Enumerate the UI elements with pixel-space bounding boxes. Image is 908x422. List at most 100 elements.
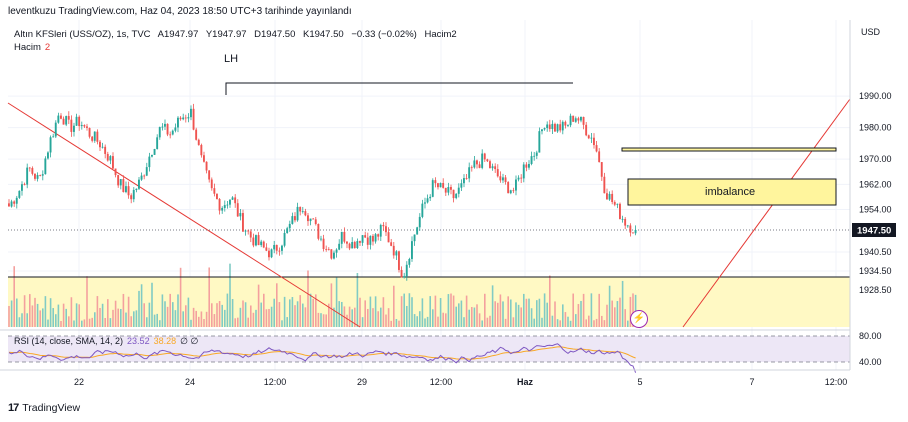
volume-value: 2: [44, 42, 51, 53]
volume-bar: [421, 298, 424, 327]
candle-body: [21, 184, 23, 191]
rsi-label: RSI (14, close, SMA, 14, 2): [14, 336, 124, 346]
candle-body: [340, 231, 343, 244]
time-tick-label: 24: [185, 377, 195, 387]
volume-bar: [218, 301, 221, 327]
tradingview-logo[interactable]: 17 TradingView: [8, 402, 80, 414]
volume-bar: [268, 308, 270, 327]
candle-body: [489, 161, 491, 169]
candle-body: [169, 134, 172, 136]
candle-body: [112, 156, 114, 169]
volume-bar: [356, 272, 359, 327]
time-axis[interactable]: 22 24 12:00 29 12:00 Haz 5 7 12:00: [74, 377, 847, 387]
volume-bar: [564, 312, 567, 327]
candle-body: [283, 232, 286, 246]
volume-bar: [244, 302, 247, 327]
volume-bar: [117, 308, 119, 327]
volume-bar: [346, 314, 348, 327]
candle-body: [554, 123, 556, 132]
candle-body: [353, 242, 356, 248]
candle-body: [203, 155, 205, 162]
volume-bar: [91, 317, 93, 327]
volume-bar: [512, 317, 515, 327]
candle-body: [530, 156, 533, 164]
volume-legend[interactable]: Hacim 2: [14, 42, 50, 53]
time-tick-label: 7: [749, 377, 754, 387]
volume-bar: [377, 311, 379, 327]
volume-bar: [595, 318, 598, 327]
candle-body: [252, 237, 255, 246]
symbol-name[interactable]: Altın KFSleri (USS/OZ), 1s, TVC: [14, 29, 151, 40]
volume-bar: [83, 319, 86, 327]
volume-bar: [31, 305, 34, 327]
candle-body: [187, 117, 190, 119]
candle-body: [629, 225, 632, 233]
volume-bar: [216, 303, 218, 327]
volume-bar: [127, 296, 130, 327]
volume-bar: [57, 304, 60, 327]
ohlc-open: A1947.97: [157, 29, 199, 40]
candle-body: [148, 156, 151, 168]
volume-bar: [75, 303, 78, 327]
volume-bar: [611, 300, 613, 327]
candle-body: [75, 116, 78, 126]
volume-bar: [255, 309, 257, 327]
volume-bar: [70, 297, 73, 327]
volume-bar: [198, 316, 200, 327]
lightning-icon[interactable]: ⚡: [630, 310, 648, 328]
volume-bar: [546, 302, 548, 327]
volume-bar: [458, 303, 460, 327]
candle-body: [330, 249, 333, 259]
candle-body: [392, 245, 395, 256]
volume-bar: [234, 318, 236, 327]
volume-bar: [81, 320, 83, 327]
candle-body: [236, 203, 239, 217]
price-tick-label: 1980.00: [859, 123, 892, 133]
candle-body: [439, 183, 442, 188]
volume-bar: [538, 298, 541, 327]
candle-body: [301, 211, 304, 212]
candle-body: [616, 203, 619, 205]
candle-body: [281, 245, 283, 251]
candle-body: [34, 173, 36, 179]
candle-body: [67, 116, 70, 120]
volume-bar: [190, 319, 192, 327]
volume-bar: [270, 306, 273, 327]
candle-body: [390, 242, 393, 246]
published-header: leventkuzu TradingView.com, Haz 04, 2023…: [8, 6, 352, 17]
rsi-legend[interactable]: RSI (14, close, SMA, 14, 2) 23.52 38.28 ∅ ∅: [14, 336, 198, 347]
candle-body: [104, 146, 107, 154]
candle-body: [574, 118, 577, 122]
price-axis[interactable]: 1990.00 1980.00 1970.00 1962.00 1954.00 1940.…: [859, 91, 892, 295]
candle-body: [564, 121, 567, 126]
volume-bar: [213, 314, 216, 327]
candle-body: [546, 124, 549, 129]
volume-bar: [94, 312, 96, 327]
time-tick-label: 12:00: [825, 377, 848, 387]
candle-body: [595, 145, 598, 152]
candle-body: [369, 235, 372, 245]
candle-body: [26, 167, 29, 185]
candle-body: [377, 234, 380, 237]
volume-bar: [166, 306, 169, 327]
volume-bar: [439, 298, 442, 327]
price-tick-label: 1928.50: [859, 285, 892, 295]
price-tick-label: 1962.00: [859, 179, 892, 189]
rsi-tick-label: 80.00: [859, 331, 882, 341]
volume-bar: [390, 320, 392, 327]
volume-bar: [403, 293, 405, 327]
time-tick-label: 29: [357, 377, 367, 387]
candle-body: [593, 137, 595, 146]
candle-body: [86, 126, 88, 128]
volume-bar: [88, 318, 91, 327]
candle-body: [434, 180, 437, 184]
candle-body: [606, 193, 608, 200]
volume-bar: [101, 303, 104, 327]
volume-bar: [395, 319, 398, 327]
volume-bar: [621, 280, 624, 327]
candle-body: [496, 169, 499, 177]
candle-body: [465, 178, 468, 179]
candle-body: [522, 164, 525, 179]
candle-body: [486, 159, 489, 162]
